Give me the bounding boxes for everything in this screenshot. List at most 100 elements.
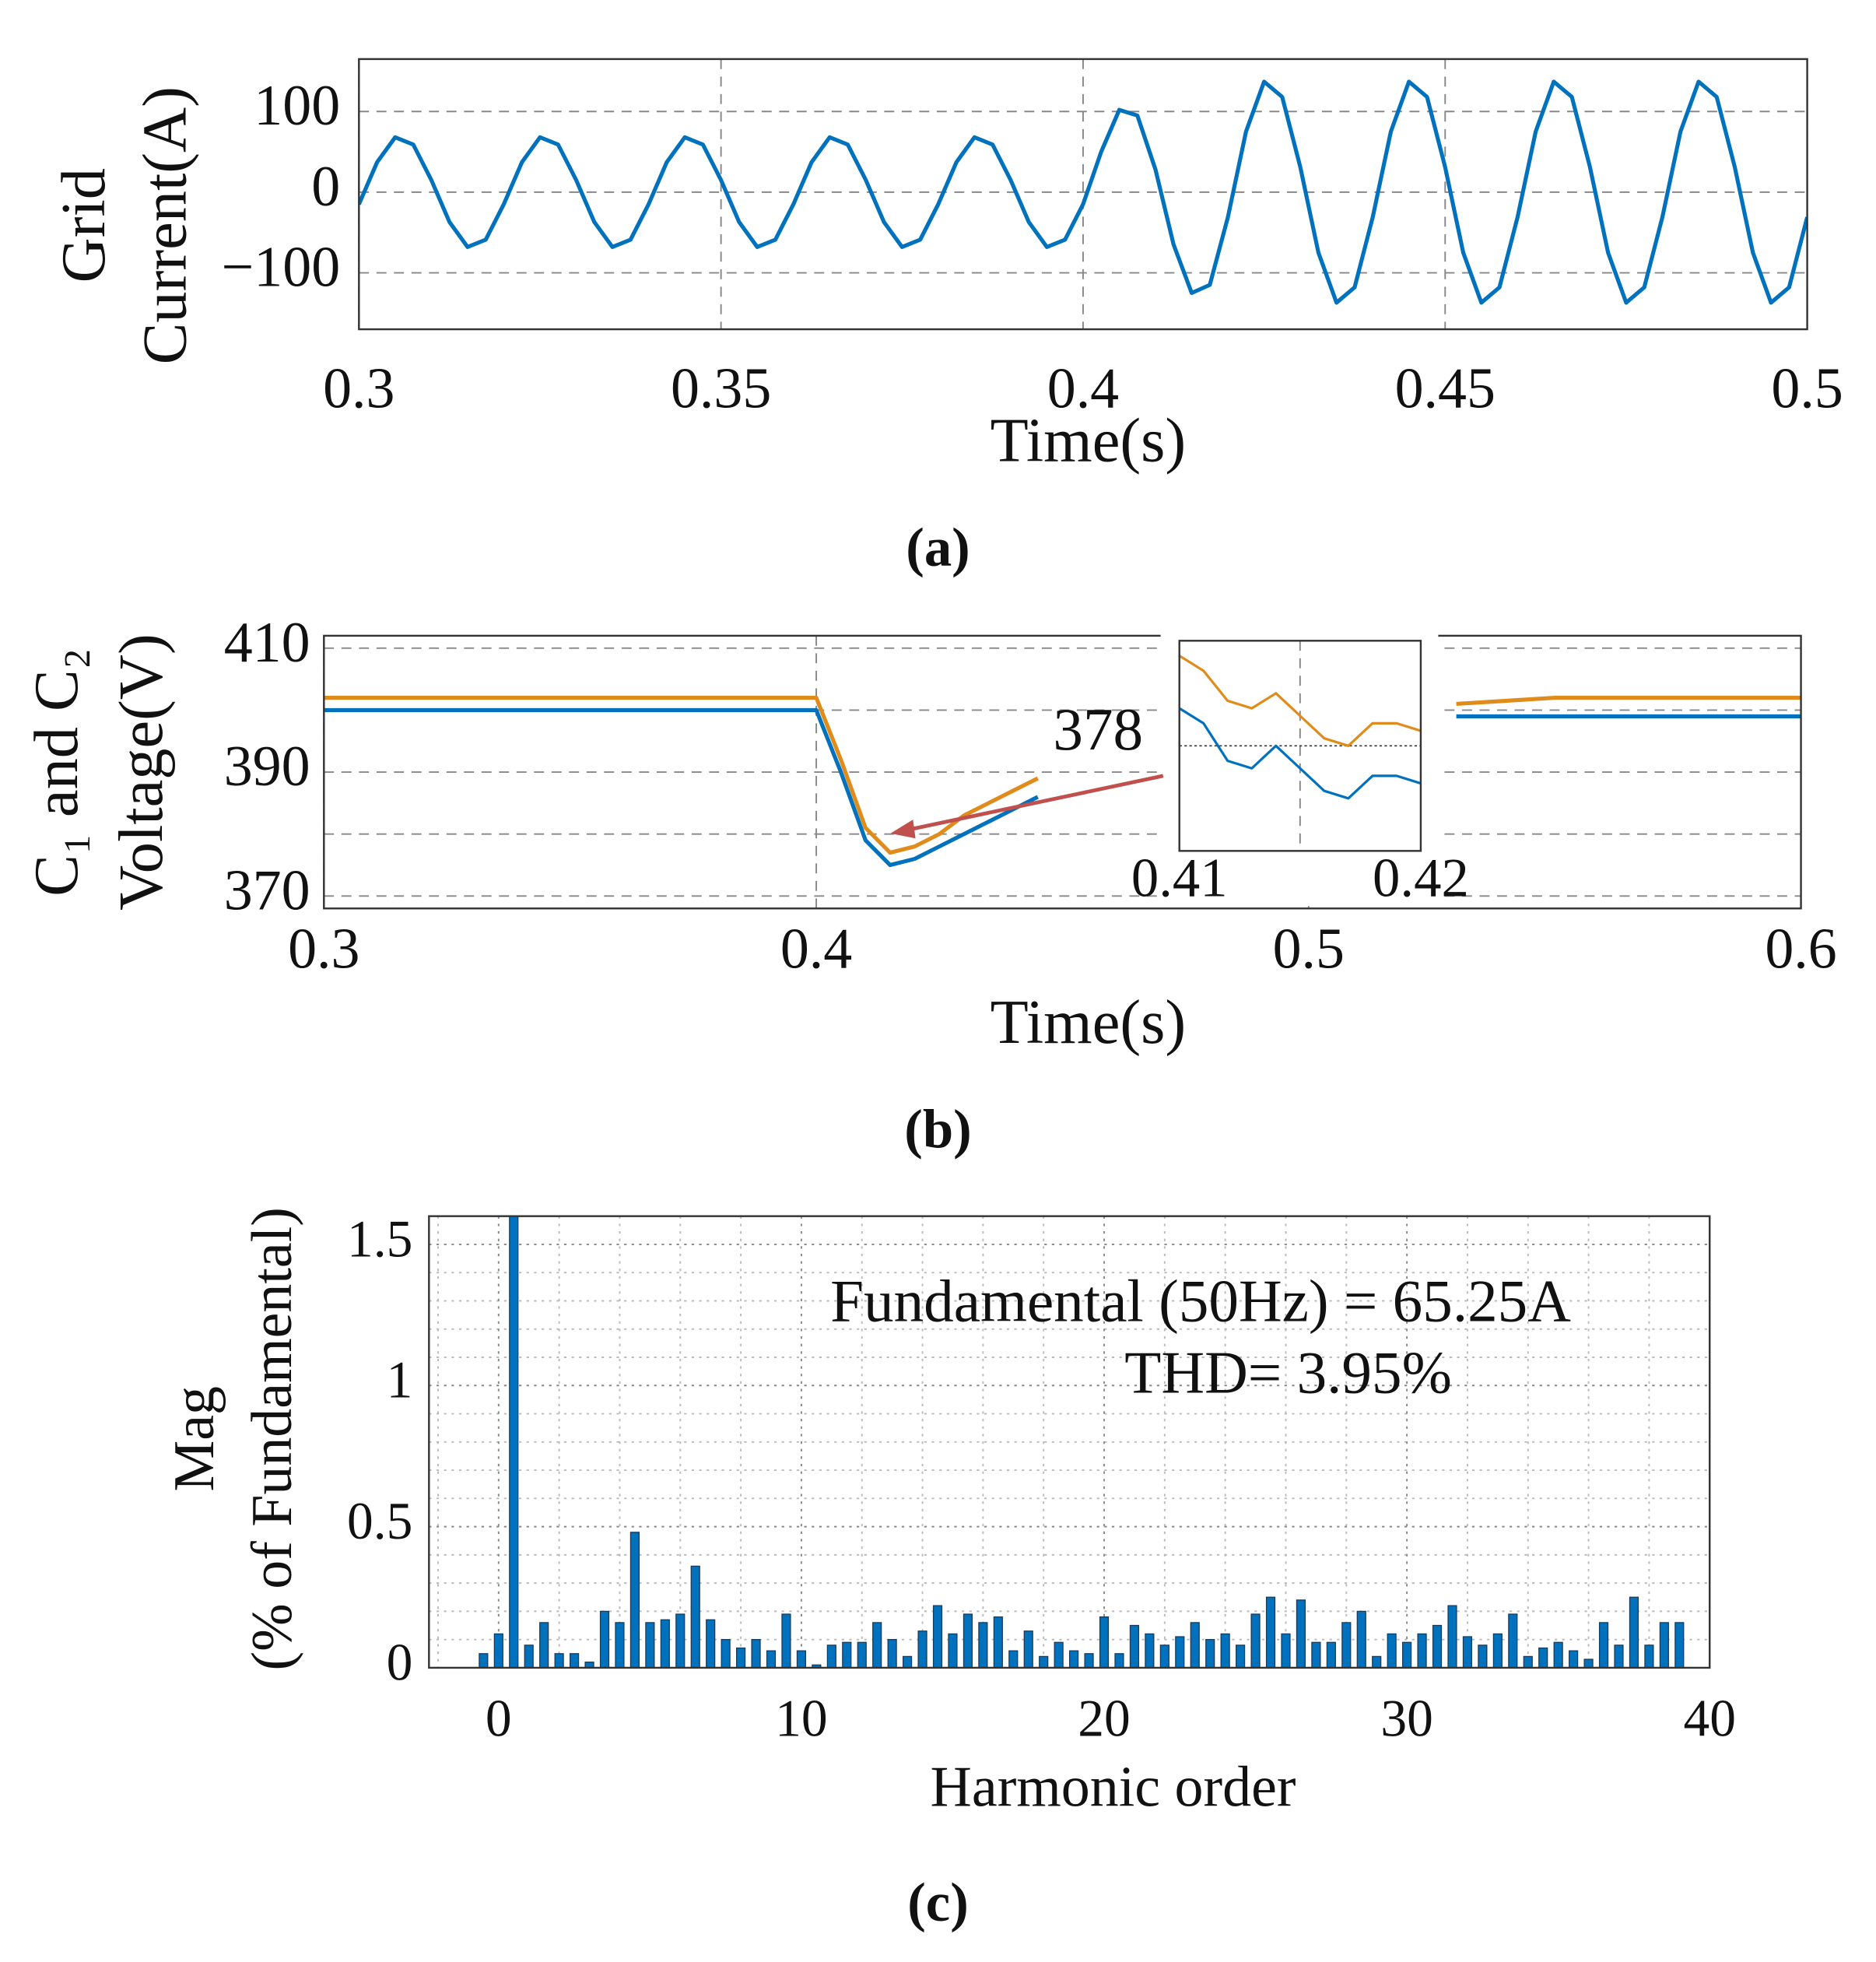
x-tick-label: 0.5: [1771, 356, 1843, 420]
bar: [978, 1622, 988, 1668]
bar: [826, 1644, 836, 1668]
bar: [932, 1605, 943, 1668]
y-tick-label: 390: [224, 734, 310, 798]
bar: [1190, 1622, 1200, 1668]
bar: [1674, 1622, 1685, 1668]
bar: [539, 1622, 549, 1668]
bar: [1054, 1641, 1064, 1668]
x-axis-label: Time(s): [991, 406, 1187, 476]
y-axis-label: (% of Fundamental): [240, 1207, 303, 1670]
plot-frame: [1178, 640, 1422, 852]
bar: [1523, 1655, 1533, 1668]
bar: [721, 1639, 731, 1668]
y-tick-label: 100: [254, 73, 340, 137]
x-tick-label: 0.41: [1131, 848, 1228, 908]
x-tick-label: 0.4: [1047, 356, 1119, 420]
y-axis-label: Current(A): [131, 86, 200, 364]
bar: [1069, 1650, 1079, 1668]
y-tick-label: 0: [387, 1633, 413, 1691]
x-tick-label: 20: [1078, 1690, 1131, 1748]
y-axis-label: Mag: [162, 1386, 226, 1492]
bar: [599, 1610, 610, 1668]
x-tick-label: 0.5: [1273, 917, 1345, 981]
bar: [660, 1619, 670, 1668]
bar: [1129, 1624, 1140, 1668]
y-tick-label: 1.5: [347, 1209, 412, 1268]
bar: [1402, 1641, 1412, 1668]
caption: (c): [907, 1872, 969, 1933]
bar: [675, 1613, 686, 1668]
bar: [1114, 1653, 1124, 1668]
bar: [524, 1644, 534, 1668]
bar: [1387, 1633, 1397, 1668]
plot-frame: [428, 1215, 1711, 1669]
arrow-shaft: [902, 774, 1164, 833]
series-line: [324, 695, 1801, 855]
bar: [1598, 1622, 1609, 1668]
series-line: [1179, 655, 1421, 747]
bar: [781, 1613, 791, 1668]
bar: [1039, 1655, 1049, 1668]
y-tick-label: 410: [224, 610, 310, 674]
bar: [1159, 1644, 1169, 1668]
x-tick-label: 0.45: [1395, 356, 1496, 420]
bar: [842, 1641, 852, 1668]
bar: [1296, 1599, 1306, 1668]
bar: [796, 1650, 807, 1668]
x-tick-label: 30: [1380, 1690, 1433, 1748]
x-axis-label: Harmonic order: [931, 1755, 1296, 1819]
x-tick-label: 40: [1683, 1690, 1736, 1748]
bar: [1644, 1644, 1654, 1668]
bar: [1281, 1633, 1291, 1668]
x-tick-label: 0: [486, 1690, 512, 1748]
annotation: Fundamental (50Hz) = 65.25A: [830, 1268, 1571, 1335]
arrow-head: [890, 820, 916, 839]
y-axis-label: Grid: [49, 168, 118, 283]
annotation: 378: [1053, 696, 1143, 763]
bar: [1372, 1655, 1382, 1668]
bar: [1023, 1630, 1033, 1668]
x-axis-label: Time(s): [991, 988, 1187, 1057]
bar: [872, 1622, 882, 1668]
bar: [1326, 1641, 1336, 1668]
bar: [1311, 1641, 1321, 1668]
bar: [1265, 1596, 1276, 1668]
bar: [736, 1647, 746, 1668]
annotation: THD= 3.95%: [1124, 1339, 1452, 1406]
bar: [1629, 1596, 1639, 1668]
y-tick-label: 1: [387, 1351, 413, 1409]
caption: (b): [904, 1099, 971, 1160]
bar: [887, 1639, 897, 1668]
bar: [766, 1650, 777, 1668]
bar: [1250, 1613, 1261, 1668]
plot-frame: [358, 58, 1808, 331]
bar: [948, 1633, 958, 1668]
bar: [615, 1622, 625, 1668]
bar: [690, 1565, 700, 1668]
bar: [1538, 1647, 1548, 1668]
bar: [1175, 1636, 1185, 1668]
bar: [569, 1653, 580, 1668]
bar: [1341, 1622, 1352, 1668]
bar: [903, 1655, 913, 1668]
bar: [706, 1619, 716, 1668]
bar: [645, 1622, 655, 1668]
y-tick-label: 0.5: [347, 1492, 412, 1550]
x-tick-label: 0.4: [780, 917, 852, 981]
caption: (a): [906, 518, 970, 578]
series-line: [1179, 707, 1421, 800]
bar: [1478, 1644, 1488, 1668]
bar: [1569, 1650, 1579, 1668]
x-tick-label: 0.6: [1765, 917, 1836, 981]
bar: [1447, 1605, 1457, 1668]
y-tick-label: 370: [224, 858, 310, 921]
bar: [1099, 1616, 1110, 1668]
y-axis-label: C₁ and C₂: [22, 648, 91, 896]
x-tick-label: 0.35: [671, 356, 771, 420]
bar: [1432, 1624, 1443, 1668]
bar: [963, 1613, 973, 1668]
bar: [629, 1532, 640, 1668]
y-tick-label: −100: [222, 235, 341, 299]
